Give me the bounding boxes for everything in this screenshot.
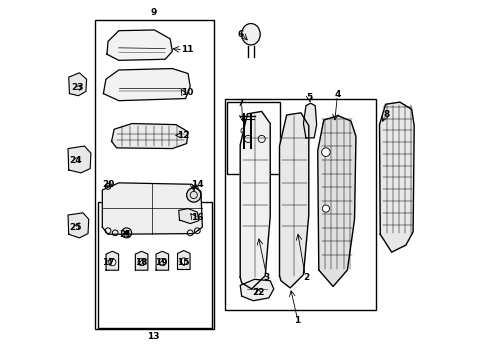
- Text: 10: 10: [181, 88, 193, 97]
- Text: 7: 7: [237, 99, 243, 108]
- Bar: [224, 99, 375, 310]
- Polygon shape: [303, 103, 316, 138]
- Polygon shape: [103, 68, 190, 101]
- Circle shape: [122, 228, 131, 238]
- Text: 23: 23: [71, 83, 83, 92]
- Text: 6: 6: [237, 30, 243, 39]
- Polygon shape: [68, 146, 91, 173]
- Text: 19: 19: [155, 258, 167, 267]
- Text: 13: 13: [147, 332, 159, 341]
- Polygon shape: [379, 102, 413, 252]
- Text: 17: 17: [102, 258, 114, 267]
- Circle shape: [321, 148, 329, 157]
- Text: 16: 16: [191, 213, 203, 222]
- Circle shape: [108, 258, 116, 266]
- Text: 1: 1: [294, 315, 300, 324]
- Bar: [98, 202, 211, 328]
- Polygon shape: [102, 183, 202, 234]
- Text: 22: 22: [251, 288, 264, 297]
- Bar: [95, 20, 214, 329]
- Polygon shape: [279, 113, 308, 288]
- Circle shape: [180, 258, 187, 265]
- Text: 20: 20: [102, 180, 114, 189]
- Text: 25: 25: [69, 222, 82, 231]
- Text: 4: 4: [334, 90, 341, 99]
- Circle shape: [322, 205, 329, 212]
- Polygon shape: [68, 213, 88, 238]
- Polygon shape: [240, 111, 270, 289]
- Polygon shape: [156, 251, 168, 270]
- Polygon shape: [107, 30, 172, 60]
- Polygon shape: [106, 251, 118, 270]
- Text: 14: 14: [191, 180, 203, 189]
- Polygon shape: [69, 73, 86, 96]
- Polygon shape: [111, 123, 188, 149]
- Text: 2: 2: [302, 273, 308, 282]
- Text: 21: 21: [120, 230, 132, 239]
- Circle shape: [124, 231, 128, 235]
- Circle shape: [241, 128, 246, 134]
- Text: 3: 3: [263, 273, 269, 282]
- Polygon shape: [240, 279, 273, 301]
- Ellipse shape: [241, 23, 260, 45]
- Text: 24: 24: [69, 156, 82, 165]
- Circle shape: [138, 258, 145, 266]
- Circle shape: [247, 128, 253, 134]
- Text: 8: 8: [383, 111, 389, 120]
- Text: 5: 5: [306, 93, 312, 102]
- Text: 15: 15: [177, 258, 189, 267]
- Circle shape: [159, 258, 165, 266]
- Text: 11: 11: [181, 45, 193, 54]
- Polygon shape: [135, 251, 147, 270]
- Circle shape: [186, 188, 201, 202]
- Bar: [227, 102, 279, 174]
- Polygon shape: [177, 251, 190, 270]
- Polygon shape: [317, 116, 355, 287]
- Text: 12: 12: [177, 131, 190, 140]
- Text: 9: 9: [150, 8, 156, 17]
- Text: 18: 18: [134, 258, 147, 267]
- Polygon shape: [179, 208, 198, 224]
